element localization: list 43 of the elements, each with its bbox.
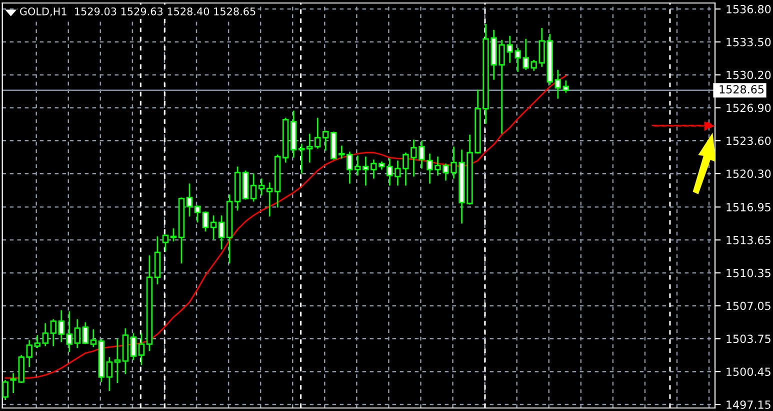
y-tick-label: 1513.65 xyxy=(726,236,770,244)
candlestick xyxy=(186,182,193,218)
candlestick xyxy=(322,130,329,152)
candlestick xyxy=(114,338,121,384)
candlestick xyxy=(58,310,64,343)
candlestick xyxy=(34,334,40,349)
candlestick xyxy=(74,318,80,349)
candlestick xyxy=(314,117,321,150)
candlestick xyxy=(138,332,145,366)
candlestick xyxy=(538,27,545,68)
candlestick xyxy=(162,234,169,252)
candlestick xyxy=(130,332,137,361)
y-tick-label: 1500.45 xyxy=(726,368,770,376)
candlestick xyxy=(106,356,113,392)
candlestick xyxy=(218,214,225,250)
candlestick xyxy=(562,80,569,94)
chart-title: GOLD,H1 1529.03 1529.63 1528.40 1528.65 xyxy=(20,7,256,16)
candlestick xyxy=(90,328,97,348)
candlestick xyxy=(66,310,72,353)
y-tick-label: 1533.50 xyxy=(726,38,771,46)
y-tick-label: 1523.60 xyxy=(726,136,771,146)
y-tick-label: 1530.20 xyxy=(726,70,771,80)
candlestick xyxy=(50,318,56,347)
candlestick xyxy=(42,322,48,347)
candlestick xyxy=(210,214,217,240)
candlestick xyxy=(306,132,313,164)
candlestick xyxy=(266,182,273,218)
candlestick xyxy=(170,228,177,242)
y-tick-label: 1507.05 xyxy=(726,302,770,310)
candlestick xyxy=(194,204,201,224)
y-tick-label: 1536.80 xyxy=(726,4,771,14)
y-tick-label: 1516.95 xyxy=(726,202,770,212)
y-tick-label: 1526.90 xyxy=(726,104,771,112)
candlestick xyxy=(202,210,209,232)
candlestick xyxy=(554,69,561,100)
y-tick-label: 1497.15 xyxy=(726,400,770,409)
y-tick-label: 1510.35 xyxy=(726,268,770,278)
candlestick xyxy=(82,322,88,345)
y-tick-label: 1503.75 xyxy=(726,334,770,344)
candlestick xyxy=(258,178,265,196)
candlestick xyxy=(250,172,257,202)
ref-line-label: 1528.65 xyxy=(720,85,764,94)
y-tick-label: 1520.30 xyxy=(726,170,771,178)
